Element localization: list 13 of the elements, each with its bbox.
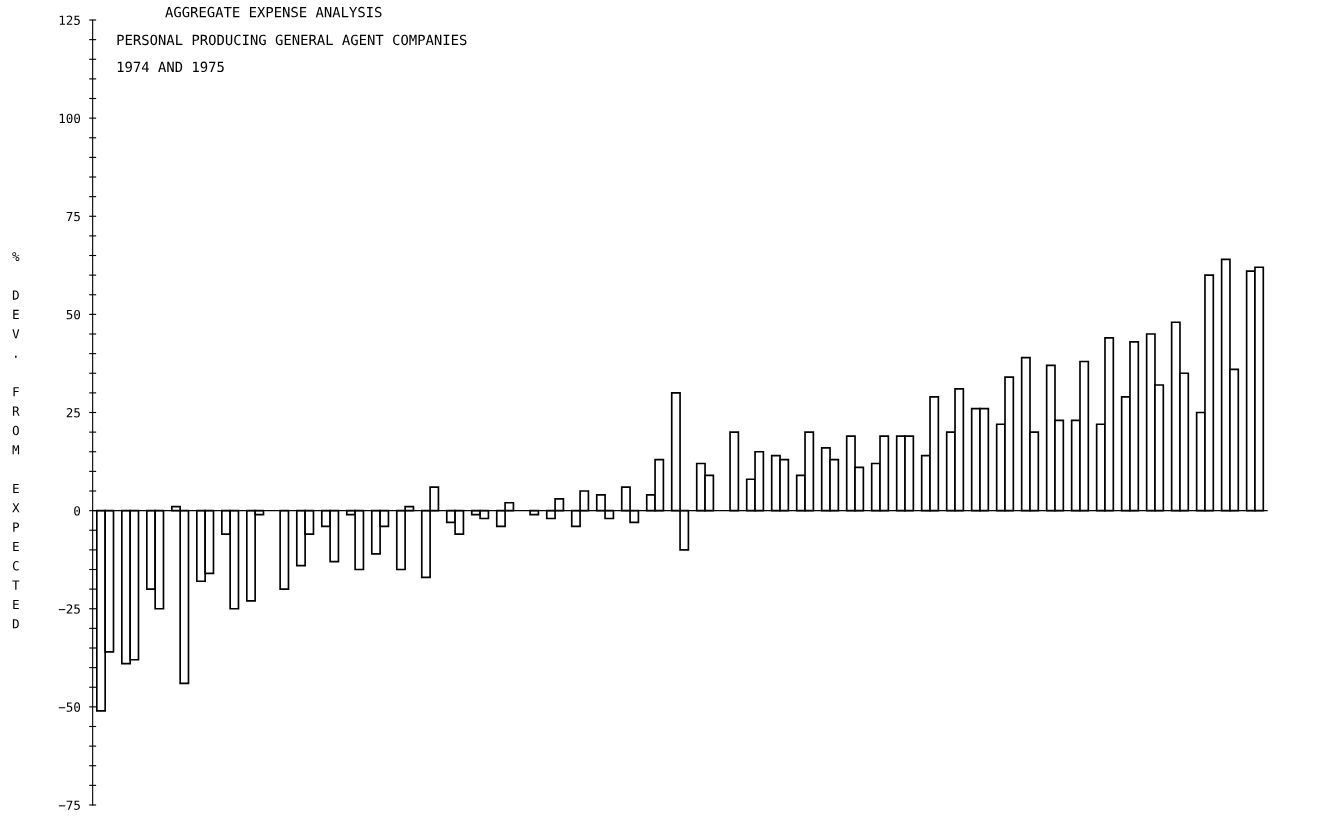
y-tick-label: −75 <box>58 800 80 810</box>
y-tick-label: −50 <box>58 702 81 712</box>
annotation: 1974 AND 1975 <box>117 61 224 73</box>
y-tick-label: 25 <box>66 408 80 418</box>
y-tick-label: 0 <box>74 506 81 516</box>
y-tick-label: 50 <box>66 309 81 320</box>
text: PERSONAL PRODUCING GENERAL AGENT COMPANIES <box>117 34 467 46</box>
y-tick-label: −25 <box>58 604 80 614</box>
y-tick-label: 75 <box>66 211 80 222</box>
y-tick-label: 100 <box>59 113 81 124</box>
y-tick-label: 125 <box>59 15 80 25</box>
chart-title: AGGREGATE EXPENSE ANALYSIS <box>165 6 382 18</box>
text: % DEV. FROM EXPECTED <box>12 252 20 629</box>
